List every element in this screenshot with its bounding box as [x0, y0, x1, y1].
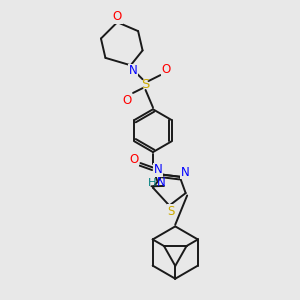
Text: O: O [113, 10, 122, 23]
Text: O: O [122, 94, 132, 107]
Text: S: S [141, 78, 150, 91]
Text: N: N [181, 166, 189, 179]
Text: S: S [167, 205, 175, 218]
Text: O: O [129, 153, 139, 166]
Text: H: H [148, 178, 156, 188]
Text: N: N [154, 163, 163, 176]
Text: N: N [128, 64, 137, 77]
Text: N: N [157, 176, 165, 190]
Text: O: O [162, 63, 171, 76]
